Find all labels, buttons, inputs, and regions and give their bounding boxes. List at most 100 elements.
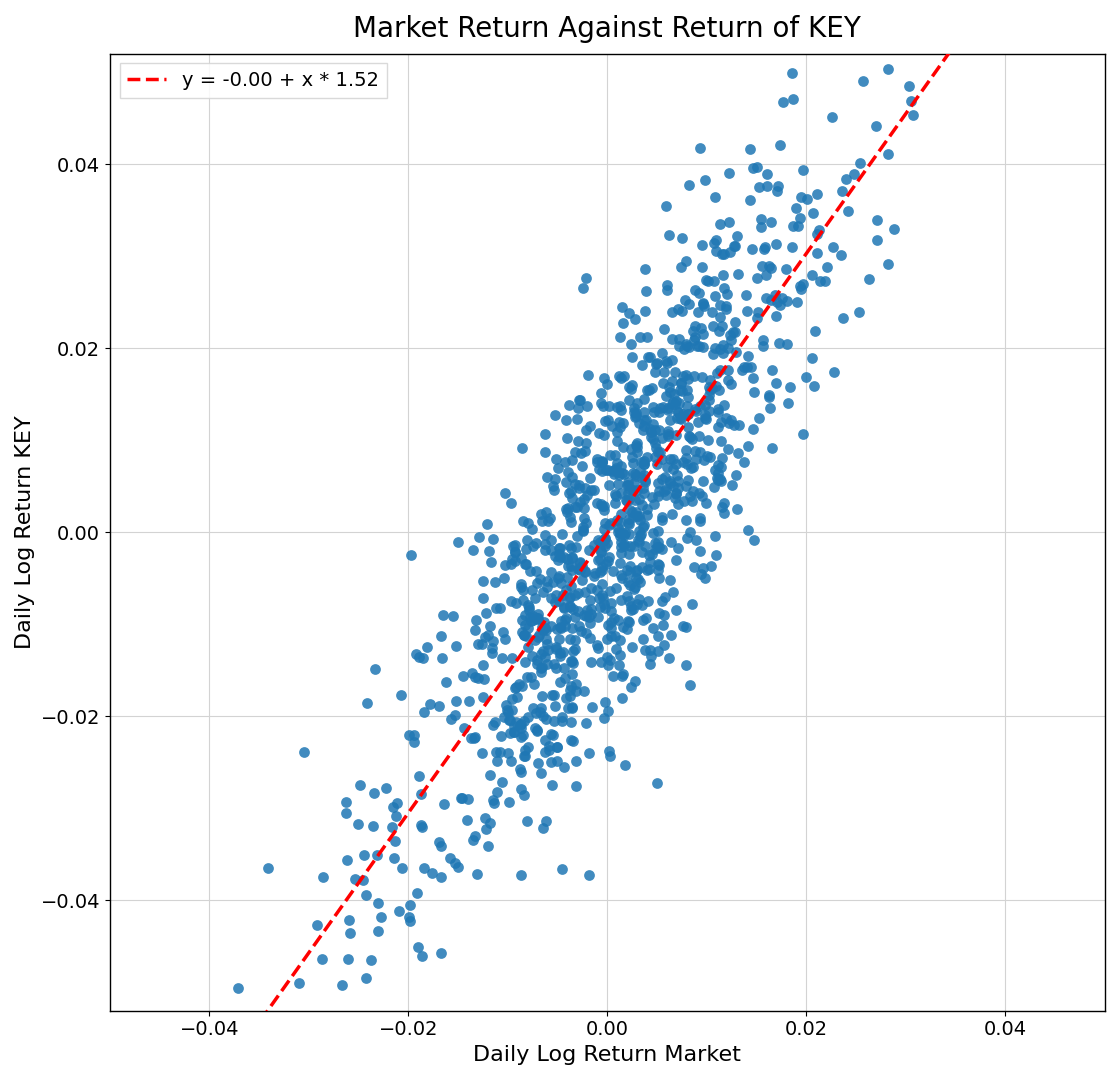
Point — [431, 945, 449, 962]
Point — [678, 656, 696, 673]
Point — [619, 476, 637, 494]
Point — [774, 94, 792, 111]
Point — [536, 443, 554, 460]
Point — [626, 491, 644, 509]
Point — [653, 509, 671, 526]
Point — [622, 538, 640, 555]
Point — [745, 531, 763, 549]
Point — [704, 346, 722, 363]
Point — [648, 627, 666, 645]
Point — [669, 540, 687, 557]
Point — [560, 396, 578, 414]
Point — [625, 474, 643, 491]
Point — [383, 818, 401, 835]
Point — [725, 237, 743, 254]
Point — [503, 551, 521, 568]
Point — [507, 714, 525, 731]
Point — [595, 497, 613, 514]
Point — [596, 693, 614, 711]
Point — [762, 214, 780, 231]
Point — [736, 453, 754, 470]
Point — [758, 177, 776, 194]
Point — [777, 261, 795, 279]
Point — [663, 303, 681, 321]
Point — [545, 656, 563, 673]
Point — [502, 555, 520, 572]
Point — [594, 590, 612, 607]
Point — [756, 239, 774, 256]
Point — [357, 694, 375, 712]
Point — [532, 765, 550, 782]
Point — [623, 448, 641, 465]
Point — [661, 450, 679, 468]
Point — [646, 535, 664, 552]
Point — [553, 712, 571, 729]
Point — [704, 234, 722, 252]
Point — [650, 487, 668, 504]
Point — [712, 318, 730, 335]
Point — [567, 675, 585, 692]
Point — [750, 409, 768, 427]
Point — [412, 785, 430, 802]
Point — [773, 289, 791, 307]
Point — [647, 355, 665, 373]
Point — [548, 586, 566, 604]
Point — [803, 349, 821, 366]
Point — [534, 613, 552, 631]
Point — [615, 527, 633, 544]
Point — [629, 590, 647, 607]
Point — [763, 291, 781, 308]
Point — [513, 781, 531, 798]
Point — [533, 618, 551, 635]
Point — [567, 753, 585, 770]
Point — [670, 480, 688, 497]
Point — [591, 495, 609, 512]
Point — [567, 640, 585, 658]
Point — [536, 536, 554, 553]
Point — [700, 387, 718, 404]
Point — [581, 605, 599, 622]
Point — [749, 303, 767, 321]
Point — [534, 583, 552, 600]
Point — [622, 577, 640, 594]
Point — [620, 613, 638, 631]
Point — [612, 527, 629, 544]
Point — [764, 361, 782, 378]
Point — [569, 498, 587, 515]
Point — [572, 571, 590, 589]
Point — [484, 633, 502, 650]
Point — [569, 584, 587, 602]
Point — [567, 539, 585, 556]
Point — [685, 558, 703, 576]
Point — [640, 561, 657, 578]
Point — [603, 613, 620, 631]
Point — [469, 635, 487, 652]
Point — [629, 570, 647, 588]
Point — [549, 752, 567, 769]
Point — [627, 503, 645, 521]
Point — [580, 630, 598, 647]
Point — [646, 363, 664, 380]
Point — [520, 598, 538, 616]
Point — [613, 402, 631, 419]
Point — [685, 367, 703, 384]
Point — [584, 698, 601, 715]
Point — [615, 438, 633, 456]
Point — [603, 595, 620, 612]
Point — [702, 303, 720, 321]
Point — [598, 631, 616, 648]
Point — [480, 542, 498, 559]
Point — [525, 719, 543, 737]
Point — [721, 376, 739, 393]
Point — [655, 483, 673, 500]
Point — [635, 403, 653, 420]
Point — [477, 604, 495, 621]
Point — [635, 390, 653, 407]
Point — [619, 592, 637, 609]
Point — [388, 807, 405, 824]
Point — [663, 352, 681, 369]
Point — [662, 383, 680, 401]
Point — [447, 692, 465, 710]
Point — [637, 283, 655, 300]
Point — [600, 397, 618, 415]
